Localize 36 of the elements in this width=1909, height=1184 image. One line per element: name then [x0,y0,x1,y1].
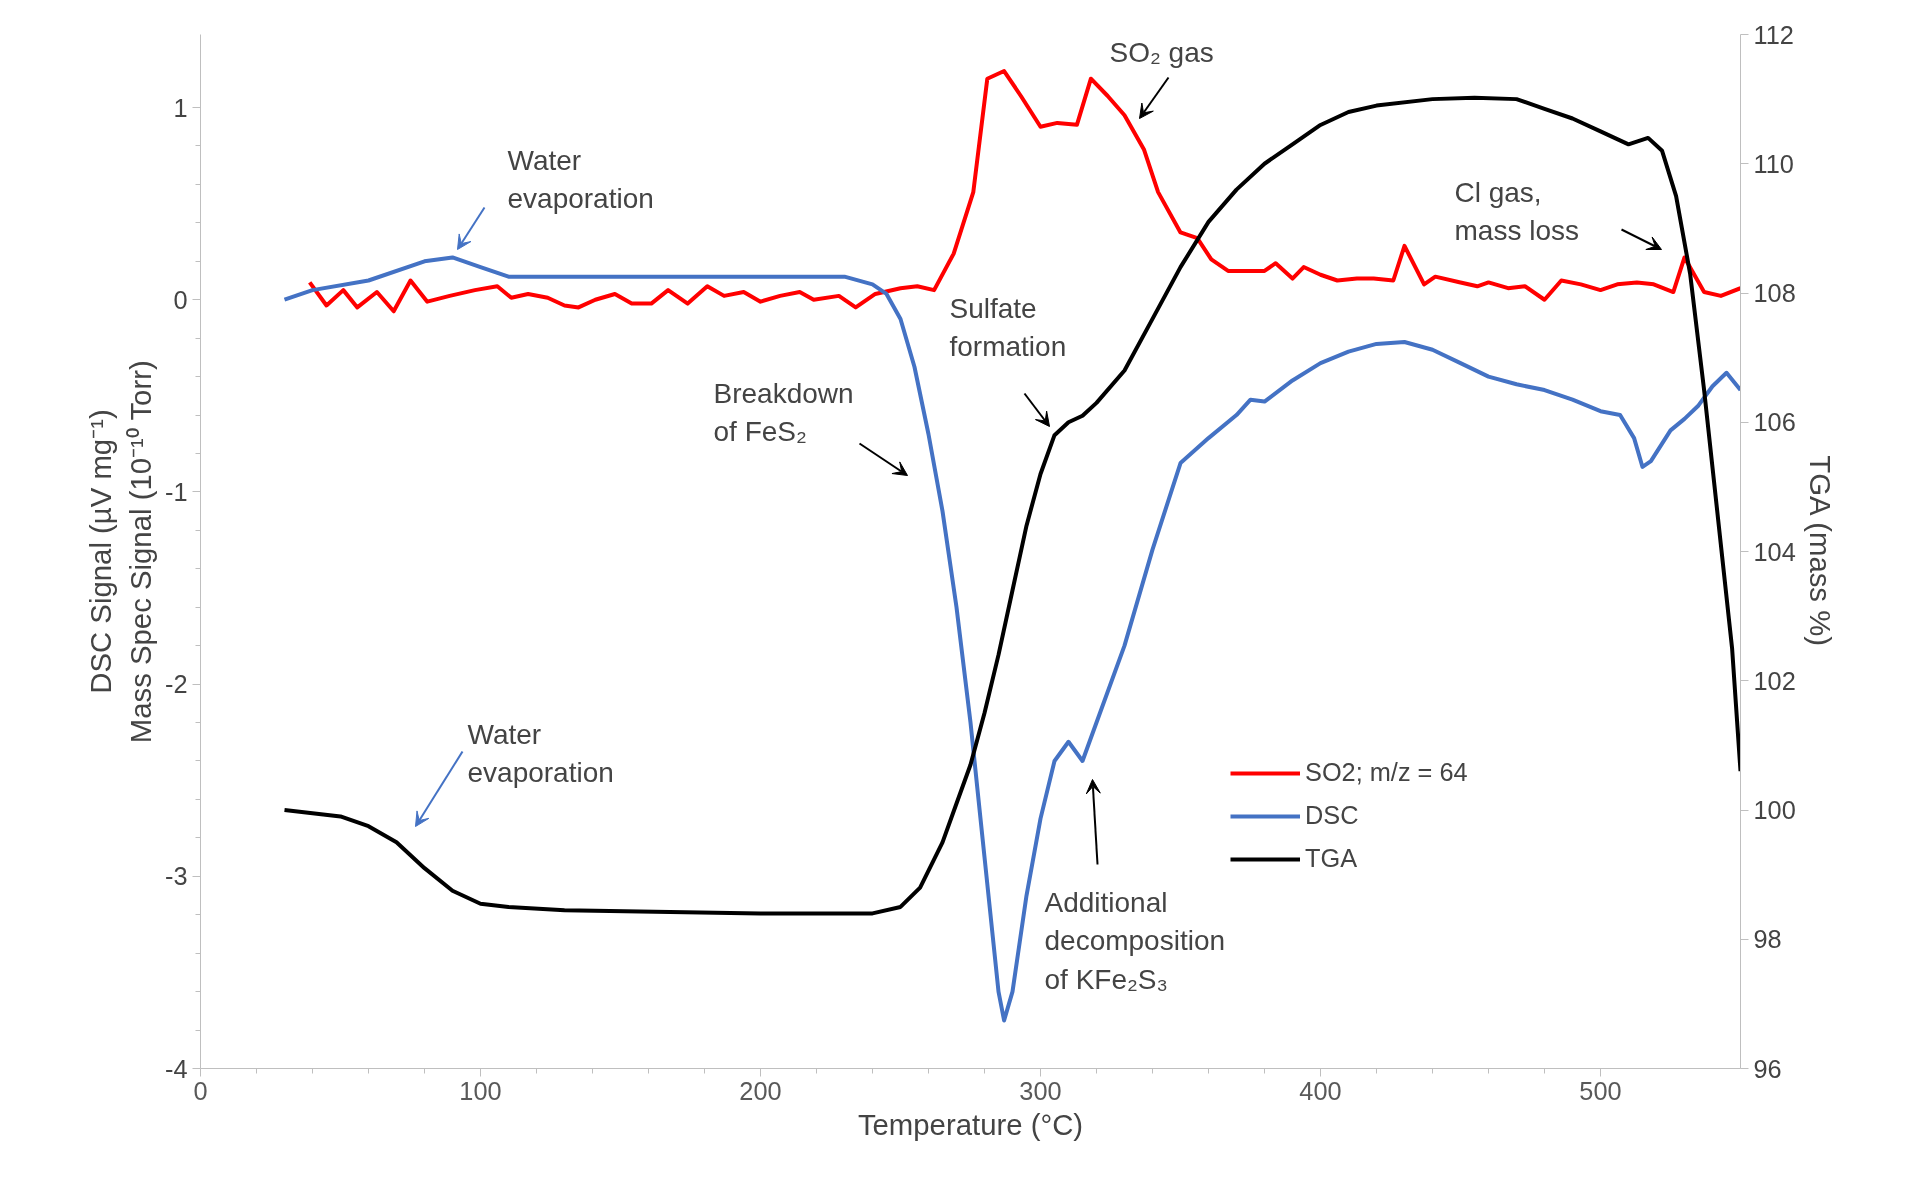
y2-tick-label: 112 [1753,20,1794,49]
y-tick-label: -4 [164,1054,188,1083]
y2-tick-label: 106 [1753,408,1796,437]
y-tick-label: 0 [173,285,188,314]
y-tick-label: -2 [164,670,188,699]
y2-tick-label: 102 [1753,666,1796,695]
y-axis-title: DSC Signal (µV mg⁻¹) Mass Spec Signal (10⁻¹⁰ Torr) [84,360,157,744]
annotation: SO₂ gas [1109,36,1214,68]
annotation: Water evaporation [507,144,654,215]
y2-tick-label: 100 [1753,796,1796,824]
y-tick-label: -1 [164,477,188,506]
annotation: Water evaporation [467,718,614,789]
annotation: Cl gas, mass loss [1454,176,1579,247]
x-tick-label: 500 [1579,1076,1622,1105]
y2-axis-title: TGA (mass %) [1803,455,1837,647]
y2-tick-label: 96 [1753,1054,1782,1083]
y2-tick-label: 98 [1753,925,1782,954]
annotation: Sulfate formation [949,292,1067,363]
legend-label: TGA [1305,844,1358,873]
x-tick-label: 300 [1019,1076,1062,1105]
y2-tick-label: 104 [1753,537,1796,566]
legend-label: DSC [1305,801,1359,830]
line-series [282,95,1741,916]
line-series [282,255,1741,1023]
x-tick-label: 0 [193,1076,208,1105]
x-tick-label: 400 [1299,1076,1342,1105]
y2-tick-label: 108 [1753,279,1796,307]
y-tick-label: 1 [173,93,188,122]
x-axis-title: Temperature (°C) [857,1107,1084,1141]
annotation: Breakdown of FeS₂ [713,377,854,448]
y2-tick-label: 110 [1753,149,1794,178]
annotation: Additional decomposition of KFe₂S₃ [1044,886,1226,995]
y-tick-label: -3 [164,862,188,891]
x-tick-label: 100 [459,1076,502,1105]
x-tick-label: 200 [739,1076,782,1105]
legend-label: SO2; m/z = 64 [1305,758,1468,787]
